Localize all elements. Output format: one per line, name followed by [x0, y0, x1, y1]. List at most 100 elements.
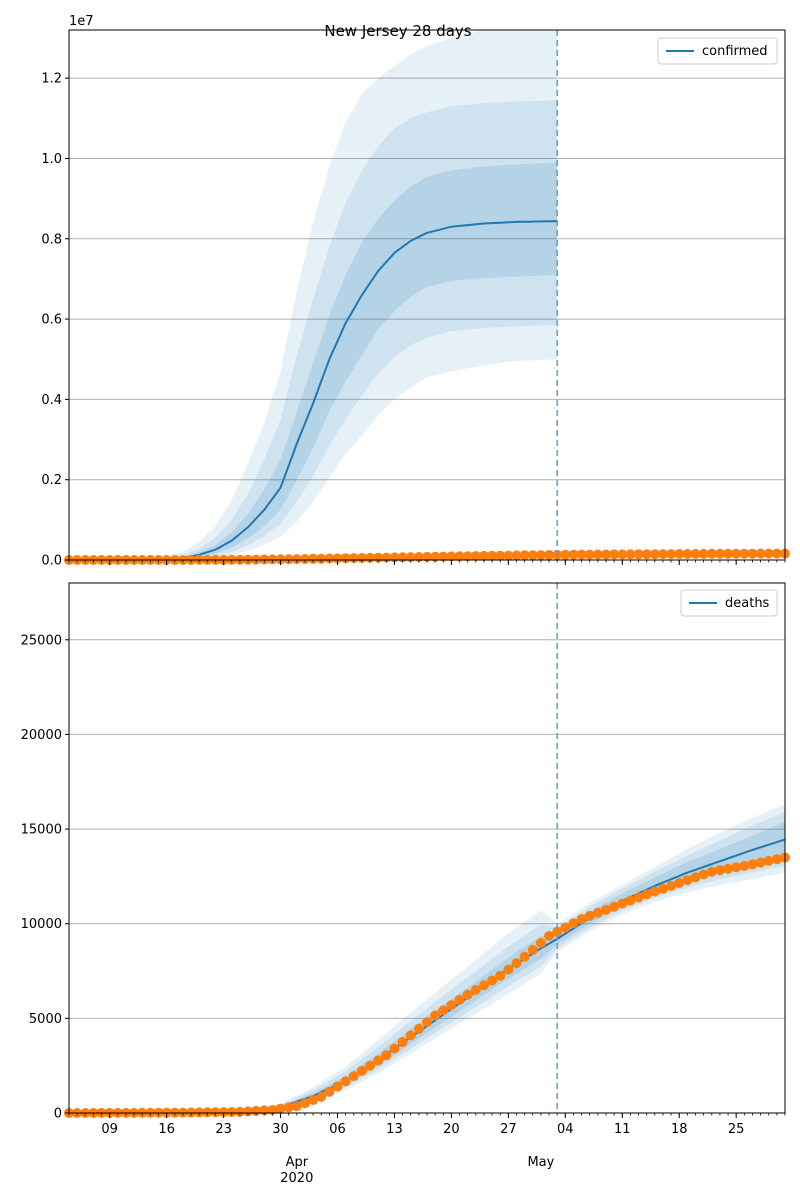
x-tick-label: 04 [557, 1122, 574, 1137]
observed-point [487, 975, 498, 986]
y-tick-label: 15000 [21, 823, 62, 838]
confirmed-y-axis: 0.0 0.2 0.4 0.6 0.8 1.0 1.2 [41, 72, 69, 569]
observed-point [706, 548, 717, 559]
observed-point [218, 1107, 229, 1118]
observed-point [226, 1107, 237, 1117]
observed-point [308, 553, 319, 564]
observed-point [658, 883, 668, 894]
observed-point [503, 964, 514, 975]
x-tick-label: 06 [329, 1122, 346, 1137]
observed-point [731, 862, 742, 873]
uncertainty-band [69, 30, 558, 560]
observed-point [584, 910, 595, 921]
observed-point [365, 1060, 375, 1071]
observed-point [243, 1106, 253, 1117]
observed-point [714, 865, 725, 876]
observed-point [519, 951, 530, 962]
observed-point [682, 549, 693, 559]
observed-point [674, 549, 685, 559]
observed-point [275, 554, 286, 565]
deaths-legend: deaths [680, 589, 778, 617]
y-tick-label: 0.4 [41, 393, 62, 408]
y-tick-label: 5000 [29, 1012, 62, 1027]
observed-point [682, 875, 693, 886]
observed-point [413, 1023, 424, 1034]
observed-point [690, 872, 701, 883]
observed-point [267, 554, 278, 565]
observed-point [584, 549, 595, 560]
observed-point [470, 551, 481, 561]
observed-point [324, 1086, 335, 1097]
x-tick-label: 16 [158, 1122, 175, 1137]
observed-point [617, 549, 628, 560]
observed-point [552, 926, 563, 937]
observed-point [487, 550, 498, 561]
observed-point [747, 859, 758, 870]
observed-point [755, 857, 766, 868]
y-tick-label: 25000 [21, 633, 62, 648]
x-tick-label: 18 [671, 1122, 688, 1137]
legend-label-deaths: deaths [725, 596, 770, 611]
observed-point [430, 551, 441, 562]
observed-point [568, 549, 579, 560]
legend-box [680, 589, 778, 617]
observed-point [389, 1043, 400, 1054]
observed-point [430, 1010, 441, 1021]
observed-point [641, 889, 652, 900]
observed-point [617, 898, 628, 909]
y-tick-label: 0.0 [41, 554, 62, 569]
observed-point [446, 551, 457, 562]
legend-box [657, 37, 778, 65]
observed-point [601, 904, 611, 915]
observed-point [397, 1037, 408, 1047]
observed-point [576, 914, 587, 924]
observed-point [462, 551, 473, 562]
observed-point [714, 548, 725, 559]
y-tick-label: 0.6 [41, 313, 62, 328]
legend-label-confirmed: confirmed [702, 44, 768, 59]
observed-point [275, 1103, 286, 1114]
observed-point [755, 548, 766, 559]
observed-point [698, 869, 709, 880]
observed-point [316, 1091, 327, 1102]
observed-point [356, 1065, 367, 1076]
confirmed-legend: confirmed [657, 37, 778, 65]
observed-point [300, 554, 310, 564]
observed-point [316, 553, 327, 564]
observed-point [503, 550, 514, 561]
observed-point [479, 980, 489, 991]
uncertainty-band [69, 100, 558, 561]
y-tick-label: 1.2 [41, 72, 62, 87]
observed-point [495, 970, 506, 981]
confirmed-y-multiplier: 1e7 [69, 14, 94, 29]
observed-point [438, 1005, 449, 1016]
y-tick-label: 0.8 [41, 232, 62, 247]
observed-point [674, 878, 685, 888]
observed-point [202, 1107, 213, 1118]
observed-point [381, 1050, 392, 1061]
observed-point [625, 549, 636, 560]
x-month-label: May [527, 1155, 554, 1170]
observed-point [308, 1095, 319, 1105]
observed-point [698, 548, 709, 559]
confirmed-uncertainty-bands [69, 30, 558, 561]
observed-point [340, 1076, 351, 1087]
observed-point [747, 548, 758, 559]
y-tick-label: 20000 [21, 728, 62, 743]
observed-point [641, 549, 652, 560]
observed-point [535, 550, 546, 561]
observed-point [511, 550, 522, 561]
deaths-panel: 0 5000 10000 15000 20000 25000 09 16 23 30 06 13 20… [21, 582, 790, 1186]
observed-point [739, 861, 750, 871]
observed-point [234, 1106, 245, 1117]
observed-point [332, 1081, 343, 1092]
observed-point [601, 549, 611, 560]
observed-point [519, 550, 530, 561]
x-tick-label: 11 [614, 1122, 631, 1137]
observed-point [454, 551, 465, 562]
observed-point [649, 886, 660, 897]
observed-point [771, 548, 782, 559]
observed-point [568, 918, 579, 929]
